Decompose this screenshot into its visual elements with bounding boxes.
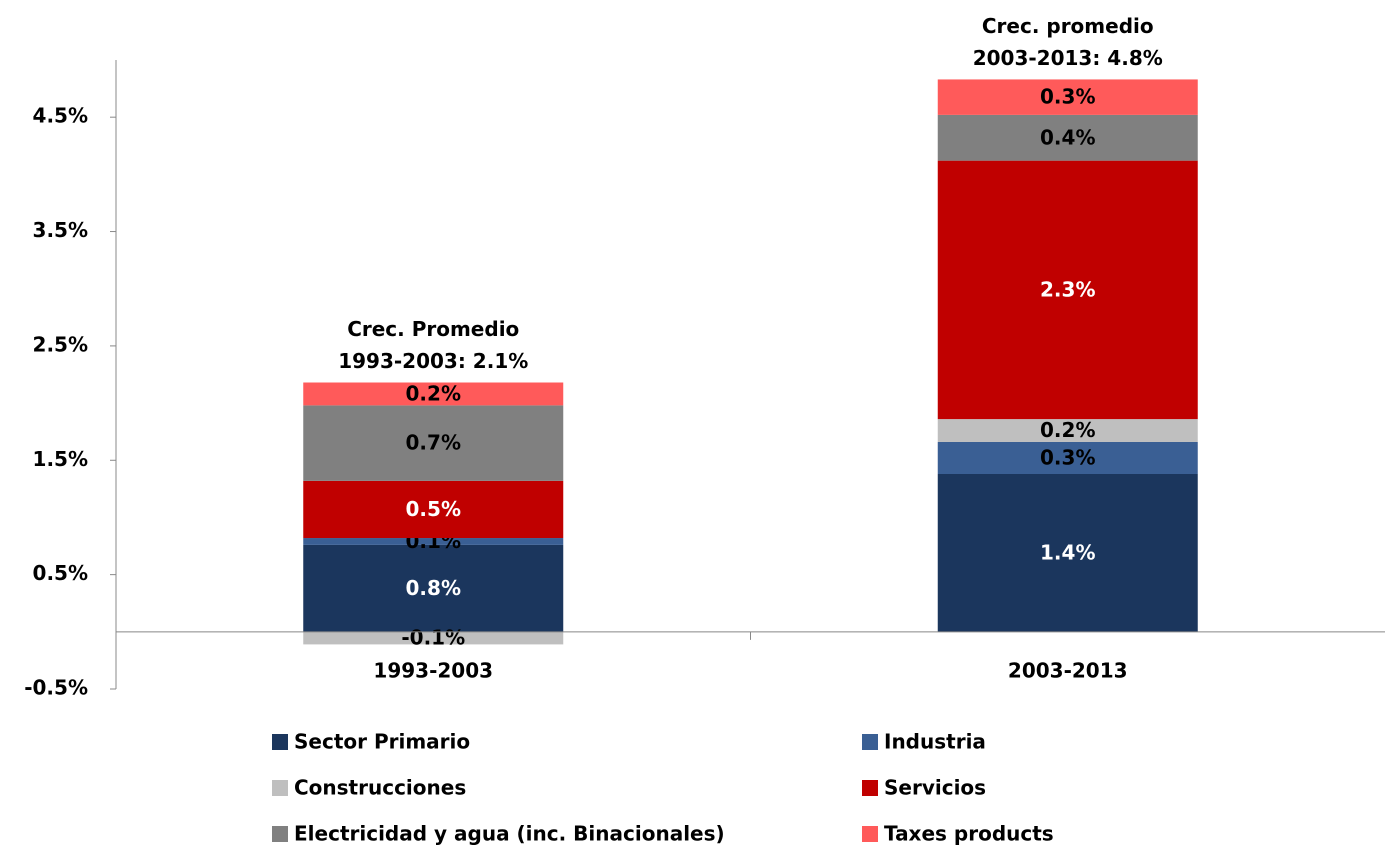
y-tick-label: 2.5% (33, 332, 88, 356)
legend-swatch (272, 734, 288, 750)
y-tick-label: 4.5% (33, 104, 88, 128)
value-label: 0.8% (406, 576, 461, 600)
value-label: 0.5% (406, 497, 461, 521)
value-label: 2.3% (1040, 277, 1095, 301)
legend-swatch (862, 780, 878, 796)
value-label: 0.3% (1040, 445, 1095, 469)
legend-swatch (272, 780, 288, 796)
legend-swatch (862, 734, 878, 750)
y-tick-label: -0.5% (24, 676, 88, 700)
legend-swatch (272, 826, 288, 842)
value-label: 0.7% (406, 431, 461, 455)
legend-label: Electricidad y agua (inc. Binacionales) (294, 822, 725, 846)
y-tick-label: 1.5% (33, 447, 88, 471)
legend-label: Construcciones (294, 776, 466, 800)
value-label: 0.2% (1040, 418, 1095, 442)
chart: -0.5%0.5%1.5%2.5%3.5%4.5%0.8%0.1%-0.1%0.… (0, 0, 1397, 852)
value-label: 0.2% (406, 381, 461, 405)
legend-label: Industria (884, 730, 986, 754)
annotation: Crec. promedio (982, 14, 1154, 38)
value-label: -0.1% (401, 626, 465, 650)
x-tick-label: 1993-2003 (373, 658, 493, 682)
legend-label: Sector Primario (294, 730, 470, 754)
legend-label: Taxes products (884, 822, 1054, 846)
annotation: 2003-2013: 4.8% (973, 46, 1163, 70)
legend-label: Servicios (884, 776, 986, 800)
value-label: 1.4% (1040, 540, 1095, 564)
annotation: Crec. Promedio (347, 317, 519, 341)
x-tick-label: 2003-2013 (1008, 658, 1128, 682)
value-label: 0.4% (1040, 125, 1095, 149)
y-tick-label: 3.5% (33, 218, 88, 242)
value-label: 0.3% (1040, 85, 1095, 109)
annotation: 1993-2003: 2.1% (338, 349, 528, 373)
legend-swatch (862, 826, 878, 842)
y-tick-label: 0.5% (33, 561, 88, 585)
